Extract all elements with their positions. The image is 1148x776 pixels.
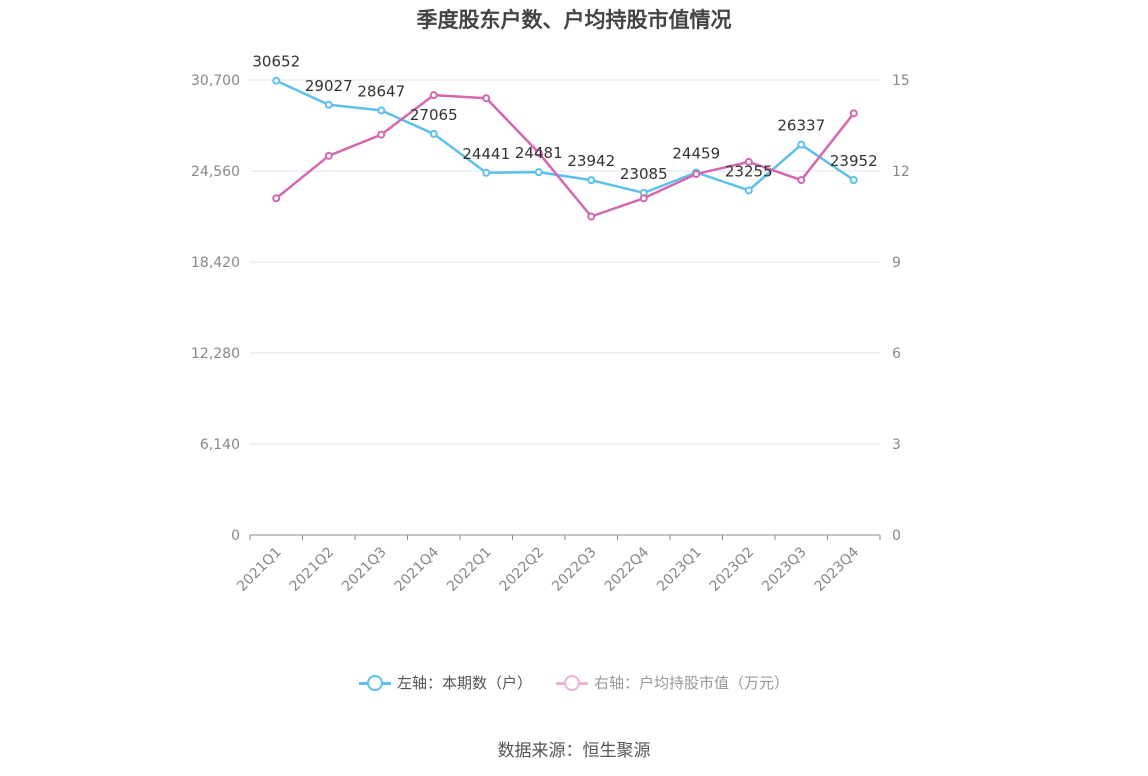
chart-canvas: 0 0 6,140 3 12,280 6 18,420 9 24,560 12 30,700 15 20…: [191, 53, 910, 595]
left-axis-tick-label: 6,140: [200, 437, 240, 453]
data-label: 23255: [725, 162, 773, 180]
data-point-left: [429, 129, 438, 138]
x-axis-tick-label: 2023Q3: [759, 544, 810, 595]
data-label: 23942: [567, 152, 615, 170]
data-label: 24459: [672, 144, 720, 162]
data-point-right: [482, 94, 491, 103]
data-label: 29027: [305, 77, 353, 95]
legend-label-right: 右轴：户均持股市值（万元）: [594, 674, 790, 692]
right-axis-tick-label: 3: [892, 437, 901, 453]
data-point-left: [849, 176, 858, 185]
left-axis-tick-label: 18,420: [191, 255, 240, 271]
data-label: 24441: [462, 145, 510, 163]
data-point-right: [429, 91, 438, 100]
data-point-left: [797, 140, 806, 149]
data-point-left: [587, 176, 596, 185]
right-axis-tick-label: 9: [892, 255, 901, 271]
x-axis-tick-label: 2021Q1: [234, 544, 285, 595]
data-point-right: [639, 194, 648, 203]
right-axis-tick-label: 15: [892, 73, 910, 89]
data-point-right: [272, 194, 281, 203]
data-point-right: [324, 151, 333, 160]
data-point-right: [534, 148, 543, 157]
x-axis-tick-label: 2022Q3: [549, 544, 600, 595]
series-line-right: [275, 93, 855, 218]
data-label: 24481: [515, 144, 563, 162]
legend-item-left-series[interactable]: 左轴：本期数（户）: [358, 672, 532, 693]
series-line-left: [275, 79, 855, 195]
data-point-right: [692, 170, 701, 179]
right-axis-tick-label: 6: [892, 346, 901, 362]
data-label: 26337: [777, 117, 825, 135]
x-axis-tick-label: 2021Q4: [392, 544, 443, 595]
x-axis-tick-label: 2021Q3: [339, 544, 390, 595]
x-axis-tick-label: 2022Q1: [444, 544, 495, 595]
data-point-right: [587, 212, 596, 221]
data-point-right: [797, 176, 806, 185]
data-point-left: [482, 168, 491, 177]
chart-legend: 左轴：本期数（户） 右轴：户均持股市值（万元）: [0, 672, 1148, 693]
right-axis-tick-label: 12: [892, 164, 910, 180]
source-note: 数据来源：恒生聚源: [497, 741, 651, 761]
chart-title: 季度股东户数、户均持股市值情况: [416, 8, 732, 32]
left-axis-tick-label: 0: [231, 528, 240, 544]
left-axis-tick-label: 12,280: [191, 346, 240, 362]
x-axis-tick-label: 2022Q4: [602, 544, 653, 595]
data-label: 23085: [620, 165, 668, 183]
data-label: 27065: [410, 106, 458, 124]
data-label: 28647: [357, 82, 405, 100]
right-axis-tick-label: 0: [892, 528, 901, 544]
left-axis-tick-label: 24,560: [191, 164, 240, 180]
data-label: 23952: [830, 152, 878, 170]
legend-swatch-right-icon: [556, 674, 588, 691]
x-axis-tick-label: 2023Q2: [707, 544, 758, 595]
x-axis-tick-label: 2022Q2: [497, 544, 548, 595]
left-axis-tick-label: 30,700: [191, 73, 240, 89]
x-axis-tick-label: 2023Q1: [654, 544, 705, 595]
data-point-left: [324, 100, 333, 109]
data-point-left: [272, 76, 281, 85]
data-point-left: [377, 106, 386, 115]
data-point-right: [849, 109, 858, 118]
x-axis-tick-label: 2023Q4: [812, 544, 863, 595]
data-point-left: [534, 168, 543, 177]
data-label: 30652: [252, 53, 300, 71]
legend-item-right-series[interactable]: 右轴：户均持股市值（万元）: [556, 672, 789, 693]
legend-swatch-left-icon: [358, 674, 391, 691]
legend-label-left: 左轴：本期数（户）: [396, 674, 532, 692]
data-point-left: [744, 186, 753, 195]
data-point-right: [377, 130, 386, 139]
data-point-right: [744, 157, 753, 166]
x-axis-tick-label: 2021Q2: [287, 544, 338, 595]
